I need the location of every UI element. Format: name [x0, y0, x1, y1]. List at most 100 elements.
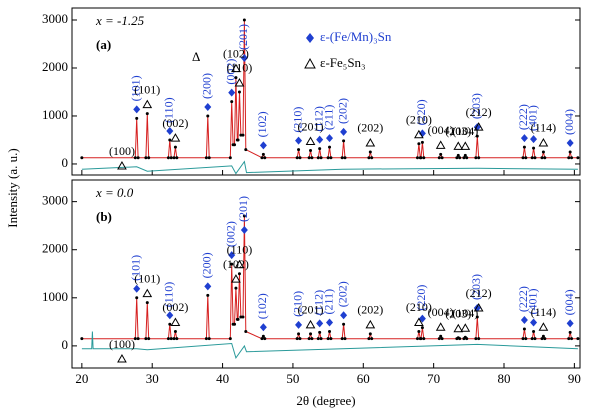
observed-point [437, 156, 441, 160]
peak-marker [234, 259, 245, 269]
peak-marker [305, 319, 316, 329]
y-tick-label: 3000 [42, 11, 68, 26]
observed-point [456, 153, 460, 157]
peak-label: (220) [414, 99, 428, 125]
x-tick-label: 80 [498, 371, 511, 386]
peak-marker [418, 129, 426, 138]
peak-label: (401) [525, 288, 539, 314]
observed-point [239, 315, 243, 319]
peak-marker [170, 317, 181, 326]
peak-marker [414, 317, 424, 326]
peak-label: (222) [516, 104, 530, 130]
peak-marker [228, 88, 236, 97]
peak-label: (211) [321, 289, 335, 315]
observed-point [242, 18, 246, 22]
peak-label: (004) [428, 305, 454, 319]
peak-label: (203) [469, 274, 483, 300]
peak-label: (202) [335, 98, 349, 124]
peak-marker [566, 138, 574, 147]
observed-point [172, 337, 176, 341]
peak-marker [142, 99, 153, 109]
observed-point [521, 156, 525, 160]
observed-point [173, 329, 177, 333]
peak-label: (220) [414, 285, 428, 311]
observed-point [144, 337, 148, 341]
observed-point [319, 337, 323, 341]
observed-point [295, 337, 299, 341]
observed-point [576, 337, 580, 341]
observed-point [318, 147, 322, 151]
observed-point [422, 337, 426, 341]
observed-point [172, 156, 176, 160]
observed-point [340, 156, 344, 160]
observed-point [532, 329, 536, 333]
observed-point [241, 133, 245, 137]
observed-point [524, 156, 528, 160]
observed-point [297, 148, 301, 152]
observed-point [477, 156, 481, 160]
observed-point [260, 156, 264, 160]
observed-point [80, 337, 84, 341]
peak-label: (201) [298, 303, 324, 317]
peak-marker [316, 319, 324, 328]
observed-point [242, 214, 246, 218]
panel-label: (b) [96, 209, 112, 224]
x-tick-label: 40 [216, 371, 229, 386]
peak-marker [340, 311, 348, 320]
observed-point [319, 156, 323, 160]
observed-point [206, 293, 210, 297]
observed-point [343, 337, 347, 341]
observed-point [420, 140, 424, 144]
observed-point [261, 152, 265, 156]
observed-point [541, 150, 545, 154]
observed-point [228, 156, 232, 160]
observed-point [340, 337, 344, 341]
observed-point [207, 156, 211, 160]
panel-annotation: x = 0.0 [95, 185, 134, 200]
peak-label: (110) [227, 61, 253, 75]
observed-point [233, 322, 237, 326]
peak-label: (100) [109, 144, 135, 158]
observed-point [135, 116, 139, 120]
peak-label: (101) [134, 82, 160, 96]
peak-marker [133, 284, 141, 293]
observed-point [241, 315, 245, 319]
observed-point [543, 156, 547, 160]
observed-point [175, 156, 179, 160]
observed-point [568, 330, 572, 334]
observed-point [532, 146, 536, 150]
observed-point [80, 156, 84, 160]
plot-frame [71, 179, 581, 369]
y-tick-label: 2000 [42, 241, 68, 256]
observed-point [173, 145, 177, 149]
observed-point [166, 156, 170, 160]
peak-marker [326, 134, 334, 143]
observed-point [533, 337, 537, 341]
observed-point [440, 156, 444, 160]
peak-label: (102) [223, 46, 249, 60]
peak-label: (101) [128, 255, 142, 281]
observed-point [309, 332, 313, 336]
peak-label: (212) [466, 105, 492, 119]
observed-point [463, 153, 467, 157]
peak-label: (004) [562, 109, 576, 135]
observed-point [474, 337, 478, 341]
observed-point [419, 337, 423, 341]
observed-point [263, 156, 267, 160]
observed-point [540, 337, 544, 341]
observed-point [521, 337, 525, 341]
peak-marker [133, 105, 141, 114]
observed-point [415, 156, 419, 160]
peak-label: (114) [531, 305, 557, 319]
peak-marker [460, 323, 471, 332]
observed-point [439, 152, 443, 156]
peak-marker [234, 77, 245, 87]
legend-label: ε-Fe₅Sn₃ [320, 55, 366, 70]
peak-marker [231, 274, 241, 283]
observed-point [230, 100, 234, 104]
peak-label: (211) [321, 105, 335, 131]
observed-point [367, 337, 371, 341]
peak-label: (222) [516, 286, 530, 312]
observed-point [230, 262, 234, 266]
peak-marker [259, 141, 267, 150]
